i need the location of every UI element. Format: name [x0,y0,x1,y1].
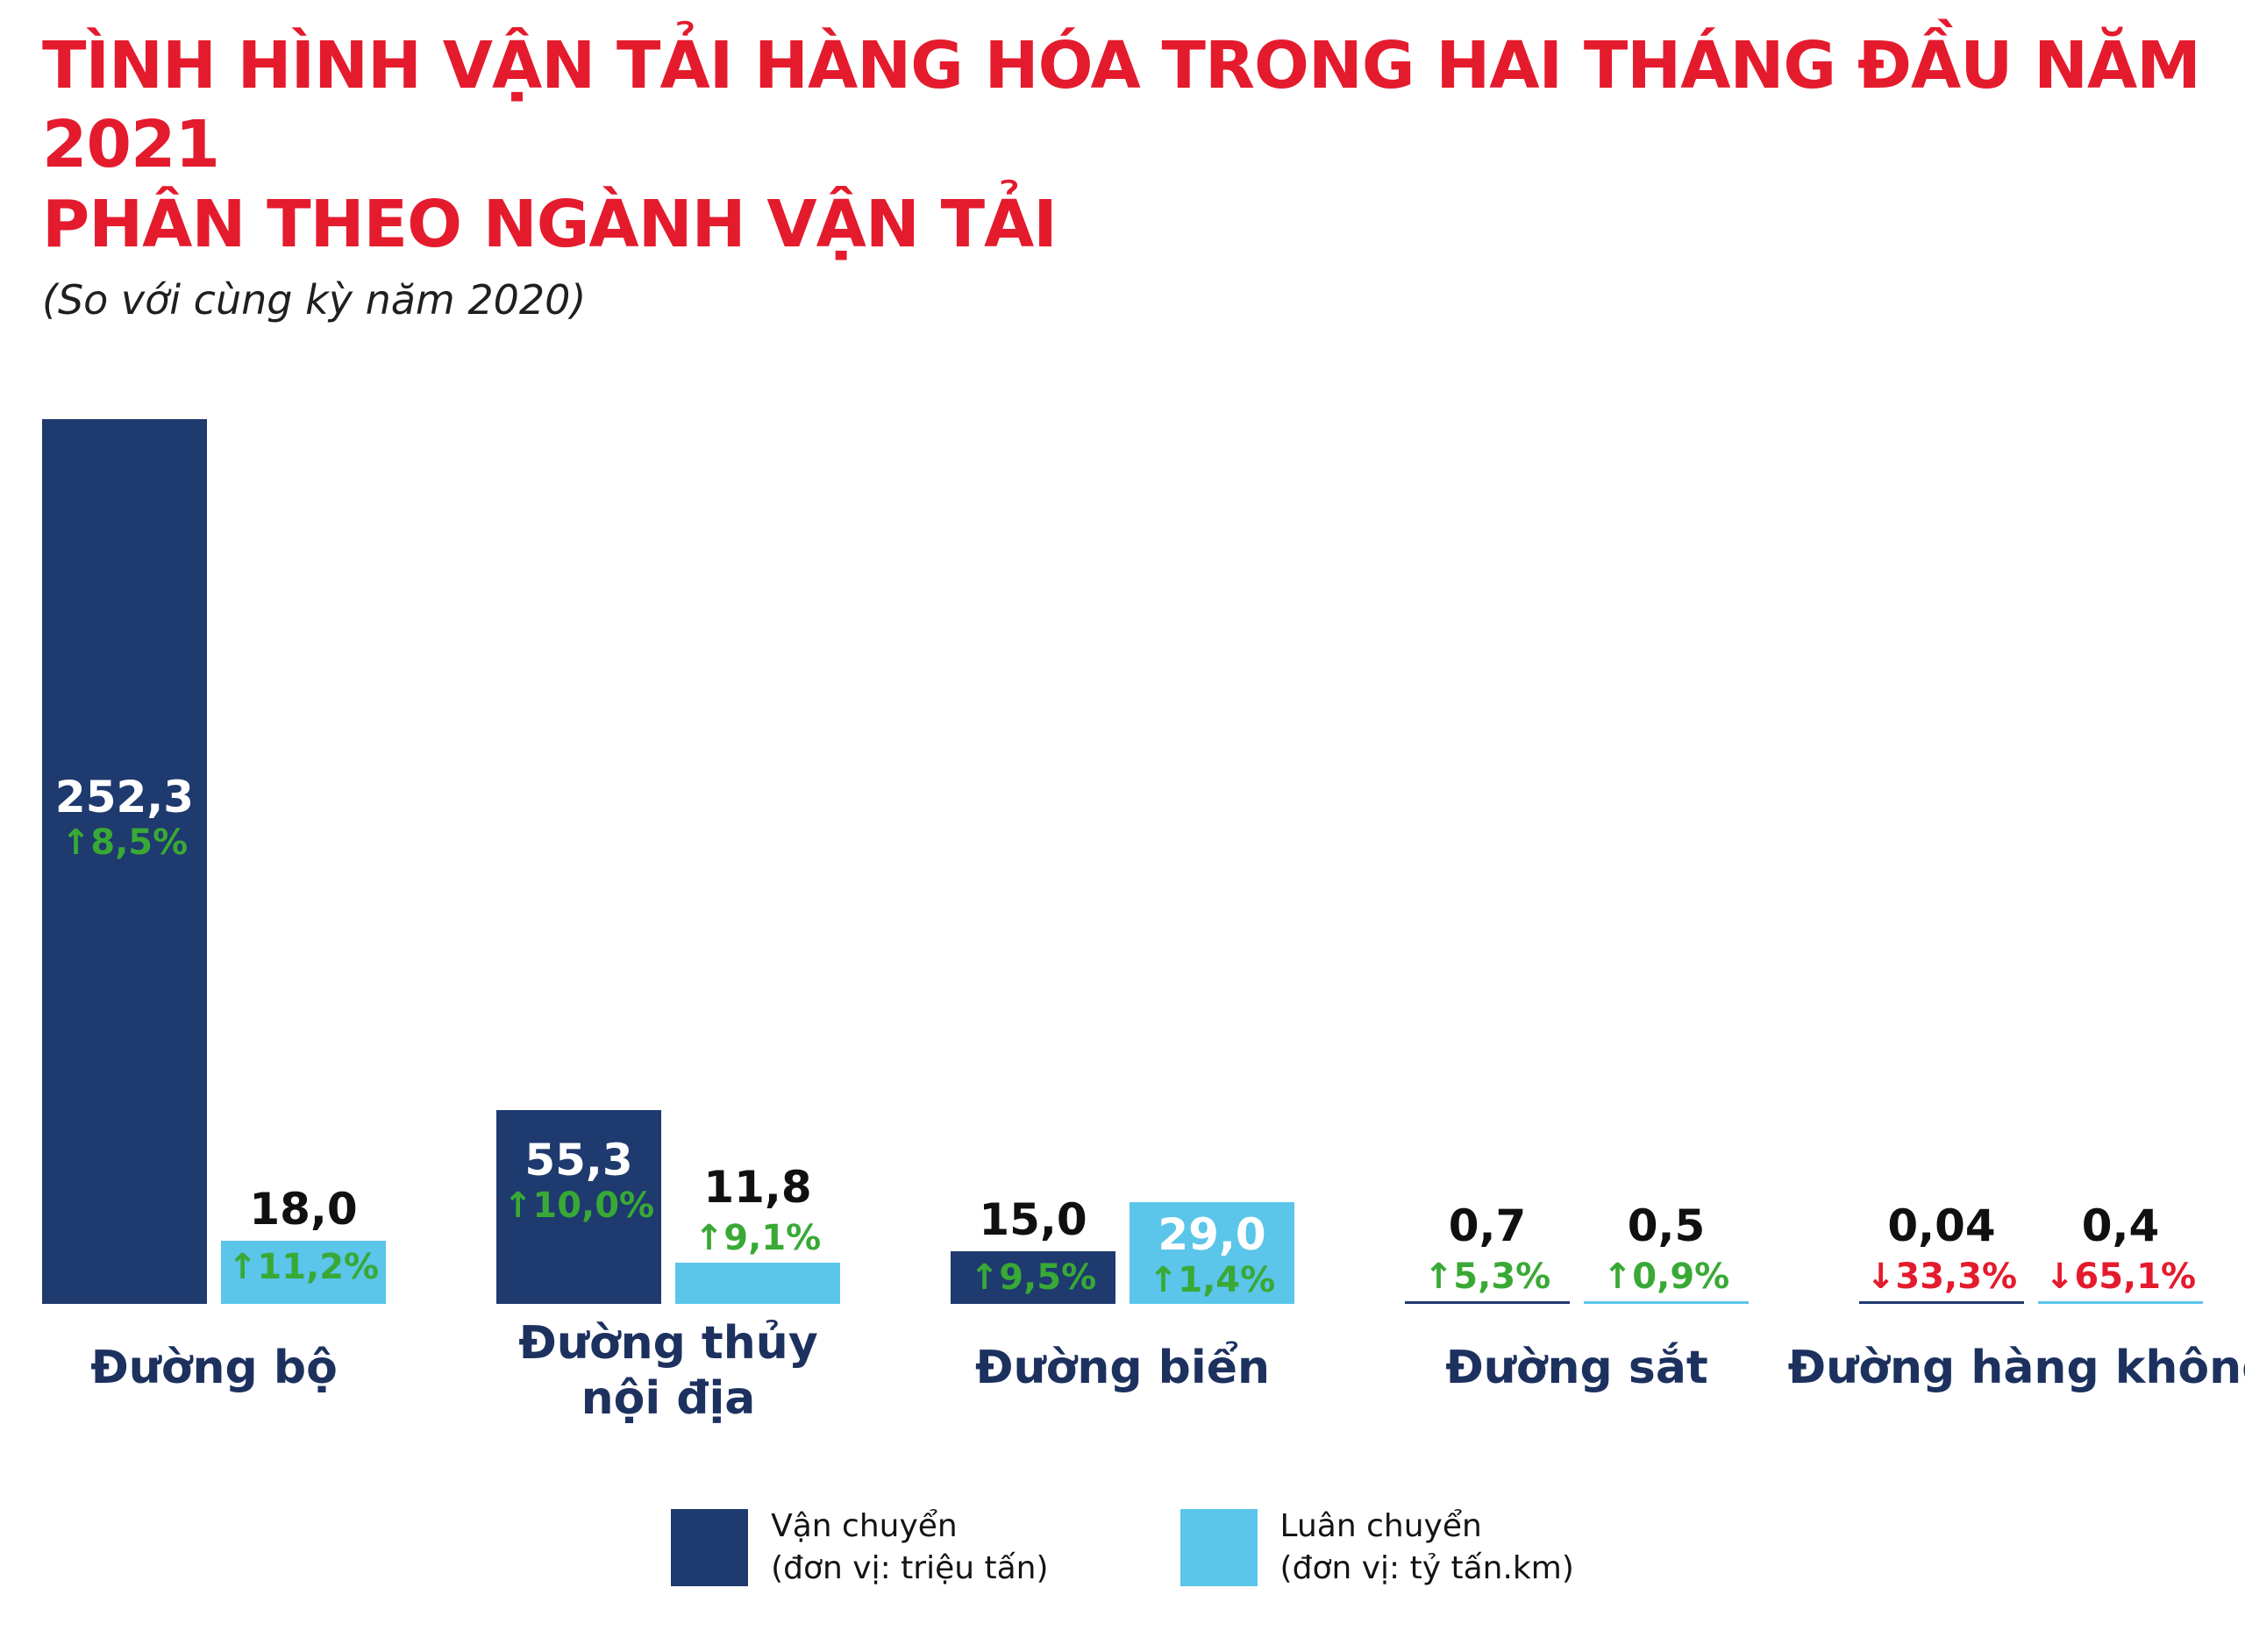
bar-chart: 252,3 ↑8,5% 18,0 ↑11,2% Đường bộ 55,3 ↑10,0% 11… [42,364,2245,1425]
legend-swatch-van-chuyen [671,1509,749,1587]
value-label: 0,4 [2081,1200,2160,1251]
value-label: 29,0 [1158,1208,1266,1260]
bar-van-chuyen: 0,7 ↑5,3% [1405,1201,1570,1304]
change-label: ↑10,0% [502,1185,655,1226]
page-subtitle: (So với cùng kỳ năm 2020) [42,275,587,324]
legend-series-name: Luân chuyển [1279,1507,1482,1544]
legend-item-van-chuyen: Vận chuyển (đơn vị: triệu tấn) [671,1506,1049,1591]
bar-van-chuyen: 55,3 ↑10,0% [496,1109,661,1304]
category-group: 252,3 ↑8,5% 18,0 ↑11,2% Đường bộ [42,418,386,1394]
bar-van-chuyen: 0,04 ↓33,3% [1859,1201,2024,1304]
title-line-1: TÌNH HÌNH VẬN TẢI HÀNG HÓA TRONG HAI THÁ… [42,28,2201,183]
bar-rect [1584,1300,1749,1304]
category-label: Đường biển [975,1341,1270,1396]
header: TÌNH HÌNH VẬN TẢI HÀNG HÓA TRONG HAI THÁ… [42,26,2203,324]
change-label: ↑9,5% [969,1257,1097,1298]
bar-rect [1859,1300,2024,1304]
bar-rect: 252,3 ↑8,5% [42,418,207,1304]
change-label: ↑0,9% [1602,1256,1730,1297]
change-label: ↑1,4% [1148,1259,1276,1300]
category-group: 55,3 ↑10,0% 11,8 ↑9,1% Đường thủy nội địa [496,1109,840,1425]
category-label-line: nội địa [581,1372,756,1426]
bar-luan-chuyen: 0,5 ↑0,9% [1584,1201,1749,1304]
change-label: ↓33,3% [1865,1256,2018,1297]
bar-rect [675,1262,840,1304]
bar-labels: 252,3 ↑8,5% [42,419,207,864]
bar-rect [2038,1300,2203,1304]
title-line-2: PHÂN THEO NGÀNH VẬN TẢI [42,186,1058,262]
value-label: 15,0 [979,1193,1087,1245]
legend-series-unit: (đơn vị: triệu tấn) [771,1550,1049,1587]
value-label: 11,8 [703,1161,812,1213]
bar-van-chuyen: 15,0 ↑9,5% [951,1195,1115,1304]
legend: Vận chuyển (đơn vị: triệu tấn) Luân chuy… [42,1506,2203,1591]
bar-rect: ↑11,2% [221,1240,386,1304]
category-label: Đường bộ [90,1341,338,1396]
bar-rect [1405,1300,1570,1304]
legend-label-luan-chuyen: Luân chuyển (đơn vị: tỷ tấn.km) [1280,1506,1574,1591]
category-label-line: Đường thủy [518,1316,818,1370]
value-label: 0,04 [1887,1200,1996,1251]
bar-luan-chuyen: 0,4 ↓65,1% [2038,1201,2203,1304]
bar-luan-chuyen: 11,8 ↑9,1% [675,1163,840,1304]
category-label-line: Đường bộ [90,1341,338,1394]
category-group: 15,0 ↑9,5% 29,0 ↑1,4% Đường biển [951,1195,1294,1394]
category-label-line: Đường biển [975,1341,1270,1394]
change-label: ↑8,5% [61,822,189,863]
change-label: ↓65,1% [2044,1256,2197,1297]
legend-item-luan-chuyen: Luân chuyển (đơn vị: tỷ tấn.km) [1180,1506,1574,1591]
category-label-line: Đường hàng không [1787,1341,2245,1394]
category-label: Đường thủy nội địa [518,1316,817,1428]
page-title: TÌNH HÌNH VẬN TẢI HÀNG HÓA TRONG HAI THÁ… [42,26,2203,264]
bar-luan-chuyen: 29,0 ↑1,4% [1130,1201,1294,1304]
category-group: 0,04 ↓33,3% 0,4 ↓65,1% Đường hàng không [1788,1201,2245,1394]
change-label: ↑5,3% [1423,1256,1551,1297]
bar-labels: ↑9,5% [951,1251,1115,1299]
category-label-line: Đường sắt [1445,1341,1708,1394]
bar-rect: 29,0 ↑1,4% [1130,1201,1294,1304]
value-label: 252,3 [54,771,195,822]
change-label: ↑11,2% [227,1246,380,1287]
category-label: Đường hàng không [1788,1341,2245,1396]
legend-label-van-chuyen: Vận chuyển (đơn vị: triệu tấn) [771,1506,1048,1591]
bar-rect: 55,3 ↑10,0% [496,1109,661,1304]
category-label: Đường sắt [1445,1341,1708,1396]
value-label: 0,7 [1448,1200,1527,1251]
legend-series-name: Vận chuyển [771,1507,958,1544]
bar-luan-chuyen: 18,0 ↑11,2% [221,1185,386,1304]
bar-labels: ↑11,2% [221,1241,386,1288]
legend-series-unit: (đơn vị: tỷ tấn.km) [1279,1550,1574,1587]
category-group: 0,7 ↑5,3% 0,5 ↑0,9% Đường sắt [1405,1201,1749,1394]
value-label: 55,3 [524,1134,633,1186]
bar-labels: 55,3 ↑10,0% [496,1110,661,1227]
legend-swatch-luan-chuyen [1180,1509,1258,1587]
value-label: 18,0 [249,1183,358,1235]
bar-labels: 29,0 ↑1,4% [1130,1202,1294,1301]
change-label: ↑9,1% [694,1217,822,1258]
value-label: 0,5 [1627,1200,1706,1251]
bar-van-chuyen: 252,3 ↑8,5% [42,418,207,1304]
bar-rect: ↑9,5% [951,1250,1115,1304]
